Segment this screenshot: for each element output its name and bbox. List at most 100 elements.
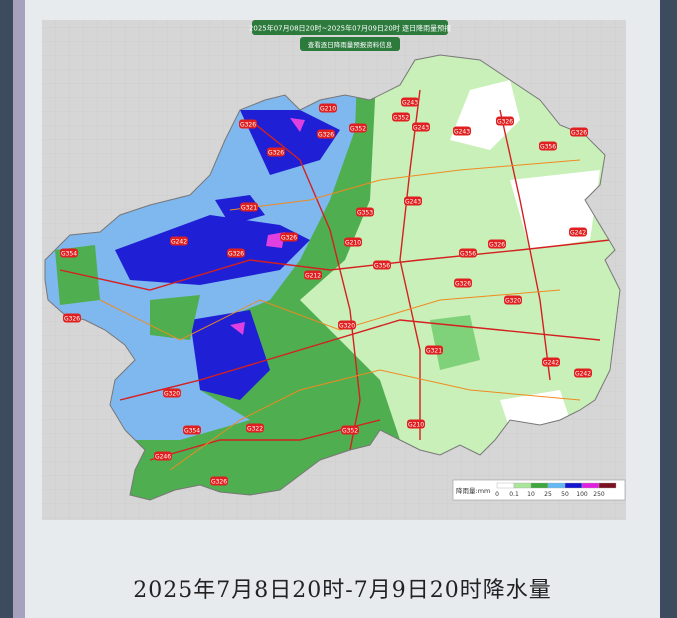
legend-level: 25 (544, 491, 552, 498)
legend-swatch (513, 482, 532, 489)
legend-level: 250 (593, 491, 605, 498)
road-label: G326 (281, 234, 297, 241)
legend-swatch (496, 482, 515, 489)
title-banner (252, 20, 448, 35)
road-label: G326 (64, 315, 80, 322)
road-badge (338, 320, 356, 330)
road-label: G243 (454, 128, 470, 135)
road-label: G243 (402, 99, 418, 106)
legend-level: 0.1 (509, 491, 519, 498)
road-label: G322 (247, 425, 263, 432)
road-badge (412, 122, 430, 132)
road-badge (425, 345, 443, 355)
road-badge (240, 202, 258, 212)
frame-border (13, 0, 25, 618)
road-badge (574, 368, 592, 378)
legend-swatch (564, 482, 583, 489)
road-label: G356 (460, 250, 476, 257)
road-badge (570, 127, 588, 137)
road-label: G246 (155, 453, 171, 460)
road-badge (459, 248, 477, 258)
road-label: G354 (61, 250, 77, 257)
road-badge (267, 147, 285, 157)
road-badge (163, 388, 181, 398)
road-badge (344, 237, 362, 247)
road-label: G354 (184, 427, 200, 434)
road-badge (392, 112, 410, 122)
info-button-label[interactable]: 查看逐日降雨量预报资料信息 (308, 40, 393, 49)
legend: 降雨量:mm 0 0.1 10 25 50 100 250 (452, 479, 626, 501)
road-label: G326 (268, 149, 284, 156)
road-badge (373, 260, 391, 270)
road-badge (304, 270, 322, 280)
road-label: G352 (342, 427, 358, 434)
road-label: G356 (540, 143, 556, 150)
road-label: G321 (241, 204, 257, 211)
legend-swatch (598, 482, 617, 489)
road-badge (227, 248, 245, 258)
road-label: G326 (240, 121, 256, 128)
road-label: G242 (570, 229, 586, 236)
road-network (59, 89, 611, 471)
road-label: G356 (374, 262, 390, 269)
road-label: G352 (350, 125, 366, 132)
road-label: G353 (357, 209, 373, 216)
road-label: G326 (211, 478, 227, 485)
road-label: G326 (228, 250, 244, 257)
caption: 2025年7月8日20时-7月9日20时降水量 (133, 578, 552, 603)
road-label: G242 (575, 370, 591, 377)
road-label: G210 (408, 421, 424, 428)
info-button[interactable] (300, 37, 400, 51)
road-badge (319, 103, 337, 113)
road-label: G320 (164, 390, 180, 397)
road-badge (539, 141, 557, 151)
road-label: G326 (489, 241, 505, 248)
road-label: G242 (171, 238, 187, 245)
road-badge (401, 97, 419, 107)
road-badge (404, 196, 422, 206)
road-badge (239, 119, 257, 129)
legend-level: 10 (527, 491, 535, 498)
road-badge (488, 239, 506, 249)
road-badge (504, 295, 522, 305)
road-label: G326 (497, 118, 513, 125)
road-badge (63, 313, 81, 323)
road-badge (170, 236, 188, 246)
road-badge (341, 425, 359, 435)
frame-border (660, 0, 677, 618)
road-label: G212 (305, 272, 321, 279)
road-label: G326 (455, 280, 471, 287)
road-label: G352 (393, 114, 409, 121)
road-label: G320 (505, 297, 521, 304)
road-badge (210, 476, 228, 486)
road-badge (280, 232, 298, 242)
road-badge (246, 423, 264, 433)
road-badge (60, 248, 78, 258)
legend-level: 50 (561, 491, 569, 498)
road-label: G326 (318, 131, 334, 138)
road-label: G326 (571, 129, 587, 136)
legend-swatch (530, 482, 549, 489)
road-label: G243 (413, 124, 429, 131)
road-label: G210 (320, 105, 336, 112)
road-badge (183, 425, 201, 435)
road-label: G242 (543, 359, 559, 366)
legend-level: 100 (576, 491, 588, 498)
road-badge (496, 116, 514, 126)
road-badge (317, 129, 335, 139)
road-label: G321 (426, 347, 442, 354)
road-label: G243 (405, 198, 421, 205)
road-badge (569, 227, 587, 237)
road-label: G210 (345, 239, 361, 246)
road-labels: G243 G243 G210 G326 G326 G352 G326 G352 G243 G326… (60, 97, 592, 486)
road-badge (356, 207, 374, 217)
map-title: 2025年07月08日20时~2025年07月09日20时 逐日降雨量预报 (249, 24, 451, 33)
road-badge (542, 357, 560, 367)
road-badge (154, 451, 172, 461)
road-badge (454, 278, 472, 288)
legend-level: 0 (495, 491, 499, 498)
province-outline (44, 54, 621, 501)
road-badge (453, 126, 471, 136)
